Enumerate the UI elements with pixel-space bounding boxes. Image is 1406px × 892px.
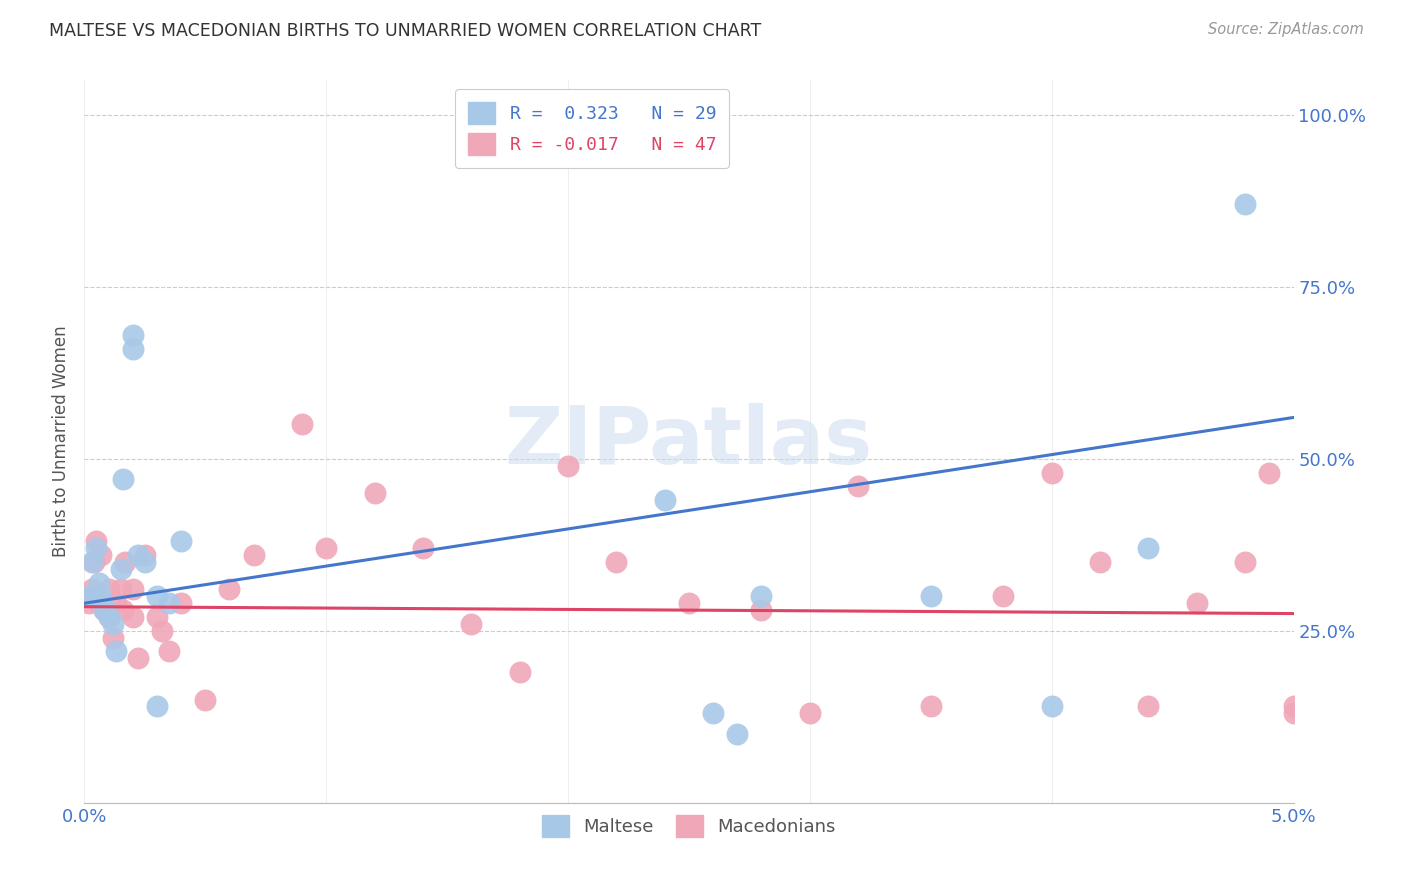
Point [920,590,942,604]
Point [121,610,143,624]
Point [751,590,773,604]
Point [1185,596,1208,610]
Point [110,562,132,576]
Point [90,590,112,604]
Point [1234,555,1257,569]
Point [1137,699,1160,714]
Point [363,486,385,500]
Point [242,548,264,562]
Point [83,555,105,569]
Point [920,699,942,714]
Point [134,555,156,569]
Point [114,555,136,569]
Y-axis label: Births to Unmarried Women: Births to Unmarried Women [52,326,70,558]
Point [846,479,869,493]
Point [315,541,337,556]
Point [678,596,700,610]
Point [1040,699,1063,714]
Point [97,610,120,624]
Point [170,596,193,610]
Point [1282,706,1305,721]
Point [80,582,103,597]
Point [110,582,132,597]
Point [134,548,156,562]
Point [751,603,773,617]
Point [993,590,1015,604]
Point [157,644,180,658]
Text: ZIPatlas: ZIPatlas [505,402,873,481]
Point [654,493,676,508]
Point [112,472,135,486]
Point [146,590,169,604]
Text: Source: ZipAtlas.com: Source: ZipAtlas.com [1208,22,1364,37]
Point [86,541,108,556]
Point [170,534,193,549]
Point [127,651,149,665]
Point [104,644,127,658]
Point [557,458,579,473]
Point [157,596,180,610]
Point [127,548,149,562]
Text: MALTESE VS MACEDONIAN BIRTHS TO UNMARRIED WOMEN CORRELATION CHART: MALTESE VS MACEDONIAN BIRTHS TO UNMARRIE… [49,22,762,40]
Point [103,616,125,631]
Point [146,610,169,624]
Point [77,590,100,604]
Point [80,555,103,569]
Point [1282,699,1305,714]
Point [146,699,169,714]
Point [121,327,143,342]
Point [1258,466,1281,480]
Point [112,603,135,617]
Point [218,582,240,597]
Point [605,555,627,569]
Point [1040,466,1063,480]
Point [93,603,115,617]
Point [725,727,748,741]
Point [97,582,120,597]
Point [509,665,531,679]
Point [103,631,125,645]
Point [121,582,143,597]
Point [94,603,117,617]
Point [86,534,108,549]
Legend: Maltese, Macedonians: Maltese, Macedonians [534,808,844,845]
Point [104,596,127,610]
Point [77,596,100,610]
Point [1088,555,1111,569]
Point [194,692,217,706]
Point [87,596,110,610]
Point [97,610,120,624]
Point [1137,541,1160,556]
Point [150,624,173,638]
Point [412,541,434,556]
Point [460,616,482,631]
Point [83,590,105,604]
Point [90,548,112,562]
Point [799,706,821,721]
Point [93,603,115,617]
Point [121,342,143,356]
Point [1234,197,1257,211]
Point [291,417,314,432]
Point [702,706,724,721]
Point [87,575,110,590]
